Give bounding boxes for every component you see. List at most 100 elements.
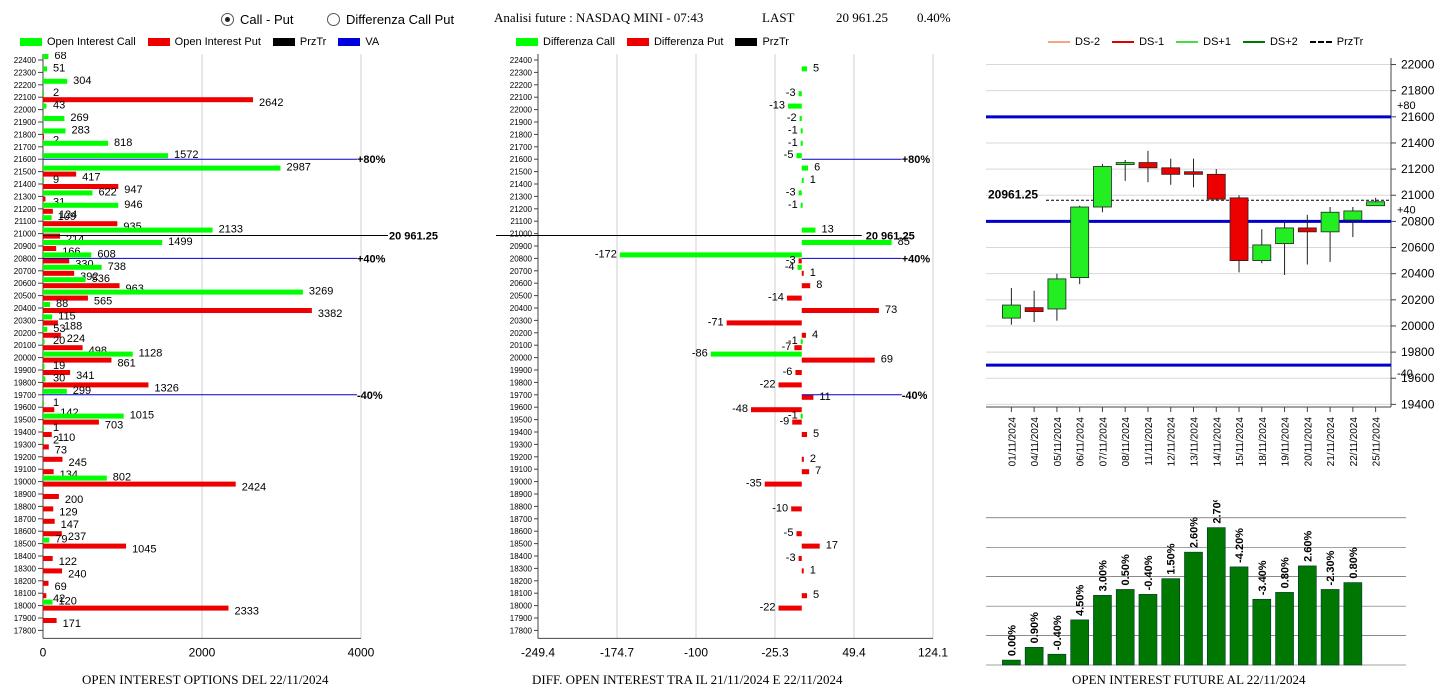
oi-put-value: 2333 [234,606,258,618]
candle-body [1275,227,1294,245]
oi-call-value: 738 [108,261,126,273]
diff-call-value: 5 [813,62,819,74]
diff-call-bar [799,116,802,121]
diff-put-value: 1 [810,564,816,576]
oi-put-bar [43,432,52,437]
diff-strike-label: 18000 [510,602,533,611]
oi-put-bar [43,134,44,140]
oi-put-bar [43,407,55,413]
diff-put-bar [778,605,802,611]
oi-put-value: 2642 [259,97,283,109]
oi-put-bar [43,593,47,599]
last-label: LAST [762,10,795,25]
diff-call-bar [800,202,803,208]
candle-body [1252,244,1272,262]
oi-call-bar [43,91,44,97]
diff-legend: Differenza Call Differenza Put PrzTr [516,36,801,48]
oi-strike-label: 18800 [14,502,37,511]
oi-legend-item: VA [338,36,379,48]
diff-put-bar [798,258,802,264]
diff-call-value: 13 [822,224,834,236]
candle-date-label: 22/11/2024 [1349,417,1360,467]
oi-put-value: 2424 [242,482,266,494]
candle-body [1138,162,1158,169]
diff-strike-label: 19100 [510,465,533,474]
oi-put-bar [43,221,118,227]
oi-call-value: 120 [59,596,77,608]
oi-put-value: 341 [76,370,94,382]
oi-put-value: 245 [68,457,86,469]
diff-strike-label: 20900 [510,242,533,251]
oi-legend-swatch [272,38,295,46]
diff-legend-swatch [735,38,758,46]
diff-x-tick-label: -249.4 [521,645,555,659]
oi-put-bar [43,543,127,549]
candle-legend-swatch [1176,41,1199,43]
oi-call-bar [43,252,92,258]
diff-put-value: -9 [779,416,789,428]
diff-put-bar [796,531,802,537]
oi-put-bar [43,568,63,574]
diff-put-bar [750,407,802,413]
diff-call-bar [796,153,802,159]
oi-strike-label: 21800 [14,130,37,139]
future-bar [1024,647,1044,666]
diff-put-bar [801,469,810,475]
oi-strike-label: 21400 [14,180,37,189]
diff-put-value: -3 [786,552,796,564]
oi-call-value: 3269 [309,286,333,298]
diff-put-bar [786,295,802,301]
diff-call-bar [801,240,892,245]
candle-body [1047,278,1067,310]
diff-strike-label: 19000 [510,478,533,487]
diff-call-bar [800,413,803,419]
oi-options-chart: 0 2000 40002240022300222002210022000219002… [14,52,438,659]
candle-body [1001,304,1021,319]
oi-call-value: 109 [58,211,76,223]
diff-put-bar [801,357,875,363]
diff-put-value: -14 [768,292,784,304]
oi-put-bar [43,332,61,338]
oi-call-value: 79 [55,534,67,546]
diff-put-bar [801,543,820,549]
diff-strike-label: 20700 [510,267,533,276]
top-bar: Call - Put Differenza Call Put Analisi f… [0,0,1449,34]
diff-put-value: -22 [760,378,776,390]
oi-put-bar [43,456,63,462]
diff-strike-label: 19200 [510,453,533,462]
diff-strike-label: 21000 [510,230,533,239]
candle-date-label: 07/11/2024 [1098,417,1109,467]
radio-call-put[interactable]: Call - Put [221,12,293,27]
diff-strike-label: 18100 [510,589,533,598]
diff-legend-item: PrzTr [735,36,789,48]
diff-call-bar [619,252,802,258]
oi-put-value: 947 [124,184,142,196]
diff-put-bar [795,370,802,375]
future-bar-label: 2.60% [1189,517,1201,548]
oi-call-value: 2987 [286,162,310,174]
candle-body [1070,206,1090,278]
diff-put-value: -6 [783,366,793,378]
oi-call-bar [43,599,53,605]
oi-strike-label: 18400 [14,552,37,561]
oi-x-tick-label: 2000 [189,645,216,659]
radio-differenza[interactable]: Differenza Call Put [327,12,454,27]
oi-strike-label: 21900 [14,118,37,127]
diff-strike-label: 19600 [510,403,533,412]
oi-put-value: 1326 [154,382,178,394]
candle-price-label: 20961.25 [988,187,1038,201]
candle-body [1024,307,1044,312]
oi-call-bar [43,178,44,183]
candle-legend-swatch [1048,41,1070,43]
diff-put-value: 17 [826,540,838,552]
oi-call-bar [43,264,102,270]
oi-strike-label: 21000 [14,230,37,239]
diff-strike-label: 18400 [510,552,533,561]
candle-legend-item: DS+2 [1242,36,1298,48]
oi-call-value: 818 [114,137,132,149]
candle-date-label: 14/11/2024 [1212,417,1223,467]
candle-y-tick-label: 19600 [1401,371,1435,385]
oi-call-bar [43,537,50,543]
oi-call-bar [43,66,48,72]
candle-y-tick-label: 22000 [1401,58,1435,72]
